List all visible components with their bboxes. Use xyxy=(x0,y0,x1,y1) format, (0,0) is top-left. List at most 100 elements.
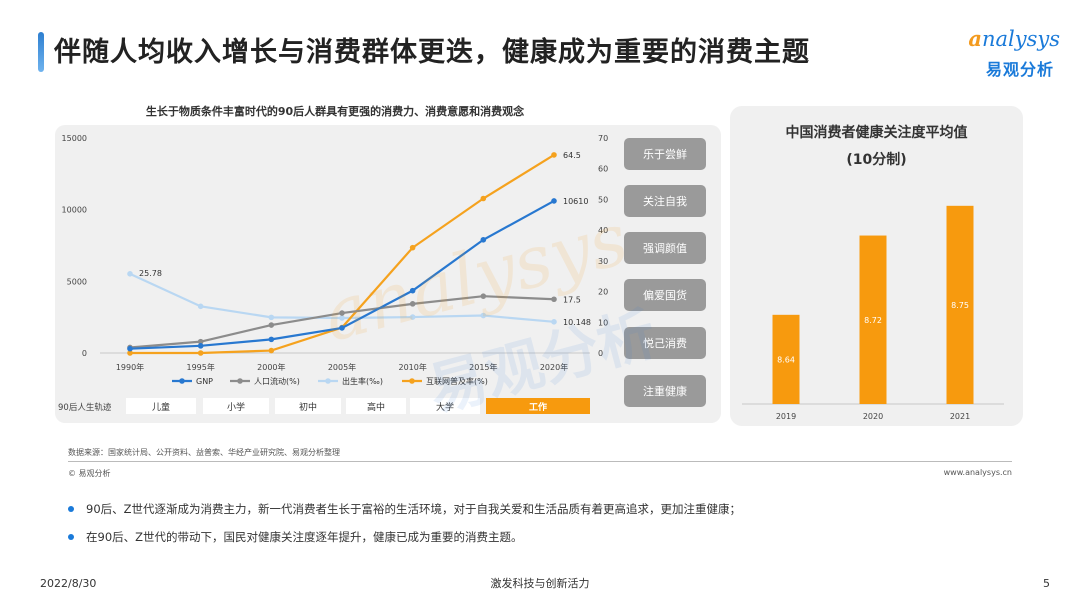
logo-en-rest: nalysys xyxy=(981,27,1060,51)
logo-en: analysys xyxy=(968,26,1060,51)
timeline-stage-6: 工作 xyxy=(529,401,547,413)
consumer-tag-4: 偏爱国货 xyxy=(624,279,706,311)
timeline-stage-box-1 xyxy=(126,398,196,414)
series-point-3 xyxy=(197,303,204,310)
series-end-label-4: 64.5 xyxy=(563,151,581,160)
series-point-4 xyxy=(197,350,204,356)
timeline-stage-4: 高中 xyxy=(367,401,385,413)
series-point-3 xyxy=(409,314,416,320)
y-left-tick-label: 5000 xyxy=(67,277,87,286)
timeline-label: 90后人生轨迹 xyxy=(58,402,112,413)
line-chart: 15000 10000 5000 0 70 60 50 40 30 20 10 0 1990年 1995年… xyxy=(58,134,608,414)
series-point-3 xyxy=(339,315,345,321)
series-point-1 xyxy=(268,336,275,343)
title-accent-bar xyxy=(38,32,44,72)
series-point-2 xyxy=(409,301,416,307)
series-point-4 xyxy=(268,347,275,354)
legend-label-2: 人口流动(%) xyxy=(254,376,300,386)
consumer-tag-6: 注重健康 xyxy=(624,375,706,407)
bar-category-label: 2019 xyxy=(776,412,796,421)
y-right-tick-label: 10 xyxy=(598,318,608,327)
series-start-label-3: 25.78 xyxy=(139,269,162,278)
bar-value-label: 8.75 xyxy=(951,301,969,310)
footer-date: 2022/8/30 xyxy=(40,577,97,590)
x-tick-label: 2010年 xyxy=(398,362,426,372)
bullet-dot-icon xyxy=(68,505,74,512)
x-tick-label: 2020年 xyxy=(540,362,568,372)
legend-marker-1 xyxy=(179,378,185,384)
x-tick-label: 2015年 xyxy=(469,362,497,372)
y-left-tick-label: 15000 xyxy=(62,134,87,143)
x-tick-label: 1995年 xyxy=(186,362,214,372)
bar-value-label: 8.64 xyxy=(777,355,795,364)
line-chart-title: 生长于物质条件丰富时代的90后人群具有更强的消费力、消费意愿和消费观念 xyxy=(145,105,525,118)
series-point-3 xyxy=(127,271,133,277)
series-end-label-2: 17.5 xyxy=(563,295,581,304)
series-point-2 xyxy=(339,310,345,316)
bullet-text-2: 在90后、Z世代的带动下，国民对健康关注度逐年提升，健康已成为重要的消费主题。 xyxy=(86,530,523,544)
timeline-stage-box-2 xyxy=(203,398,269,414)
bar-2019 xyxy=(772,314,800,404)
legend-label-3: 出生率(‰) xyxy=(342,376,383,386)
y-right-tick-label: 60 xyxy=(598,165,608,174)
page-title: 伴随人均收入增长与消费群体更迭，健康成为重要的消费主题 xyxy=(54,37,810,68)
timeline-stage-box-5 xyxy=(410,398,480,414)
series-point-4 xyxy=(551,152,557,158)
bar-category-label: 2021 xyxy=(950,412,970,421)
timeline-stage-box-4 xyxy=(346,398,406,414)
legend-label-4: 互联网普及率(%) xyxy=(426,376,488,386)
bar-category-label: 2020 xyxy=(863,412,883,421)
x-tick-label: 2000年 xyxy=(257,362,285,372)
consumer-tag-5: 悦己消费 xyxy=(624,327,706,359)
page-number: 5 xyxy=(1043,577,1050,590)
data-source: 数据来源：国家统计局、公开资料、益普索、华经产业研究院、易观分析整理 xyxy=(68,448,340,457)
website-link[interactable]: www.analysys.cn xyxy=(943,468,1012,477)
series-point-3 xyxy=(268,314,275,321)
series-point-2 xyxy=(480,293,487,299)
bar-chart: 8.64 2019 8.72 2020 8.75 2021 xyxy=(742,205,1004,421)
y-left-tick-label: 0 xyxy=(82,349,87,358)
y-right-tick-label: 20 xyxy=(598,288,608,297)
bar-chart-title: 中国消费者健康关注度平均值 xyxy=(785,125,968,141)
consumer-tag-2: 关注自我 xyxy=(624,185,706,217)
series-point-4 xyxy=(409,244,416,251)
bullet-dot-icon xyxy=(68,533,74,540)
series-point-2 xyxy=(551,296,557,303)
series-point-2 xyxy=(268,322,275,328)
y-left-tick-label: 10000 xyxy=(62,206,87,215)
bullet-item-2: 在90后、Z世代的带动下，国民对健康关注度逐年提升，健康已成为重要的消费主题。 xyxy=(68,529,523,545)
timeline-stage-2: 小学 xyxy=(227,401,245,413)
timeline-stage-1: 儿童 xyxy=(152,401,170,413)
bar-chart-subtitle: (10分制) xyxy=(846,152,907,168)
legend-marker-3 xyxy=(325,378,331,384)
series-point-1 xyxy=(409,287,416,294)
timeline-stage-3: 初中 xyxy=(299,401,317,413)
series-point-1 xyxy=(339,325,345,331)
bullet-text-1: 90后、Z世代逐渐成为消费主力，新一代消费者生长于富裕的生活环境，对于自我关爱和… xyxy=(86,502,742,516)
logo-cn: 易观分析 xyxy=(985,60,1054,79)
series-point-4 xyxy=(480,195,487,202)
consumer-tag-1: 乐于尝鲜 xyxy=(624,138,706,170)
y-right-tick-label: 70 xyxy=(598,134,608,143)
y-right-tick-label: 40 xyxy=(598,226,608,235)
divider xyxy=(68,461,1012,462)
timeline-stage-box-6 xyxy=(486,398,590,414)
series-end-label-3: 10.148 xyxy=(563,318,591,327)
series-point-3 xyxy=(551,319,557,325)
series-point-1 xyxy=(480,236,487,243)
timeline-stage-box-3 xyxy=(275,398,341,414)
y-right-tick-label: 50 xyxy=(598,195,608,204)
y-right-tick-label: 30 xyxy=(598,257,608,266)
bar-2021 xyxy=(946,205,974,404)
series-point-2 xyxy=(197,338,204,345)
bullet-item-1: 90后、Z世代逐渐成为消费主力，新一代消费者生长于富裕的生活环境，对于自我关爱和… xyxy=(68,501,741,517)
legend-marker-2 xyxy=(237,378,243,384)
x-tick-label: 1990年 xyxy=(116,362,144,372)
bar-value-label: 8.72 xyxy=(864,316,882,325)
timeline-stage-5: 大学 xyxy=(436,401,454,413)
copyright: © 易观分析 xyxy=(68,469,111,478)
series-point-1 xyxy=(197,343,204,349)
series-point-4 xyxy=(127,350,133,356)
analysys-logo: analysys 易观分析 xyxy=(950,26,1060,82)
series-end-label-1: 10610 xyxy=(563,197,588,206)
